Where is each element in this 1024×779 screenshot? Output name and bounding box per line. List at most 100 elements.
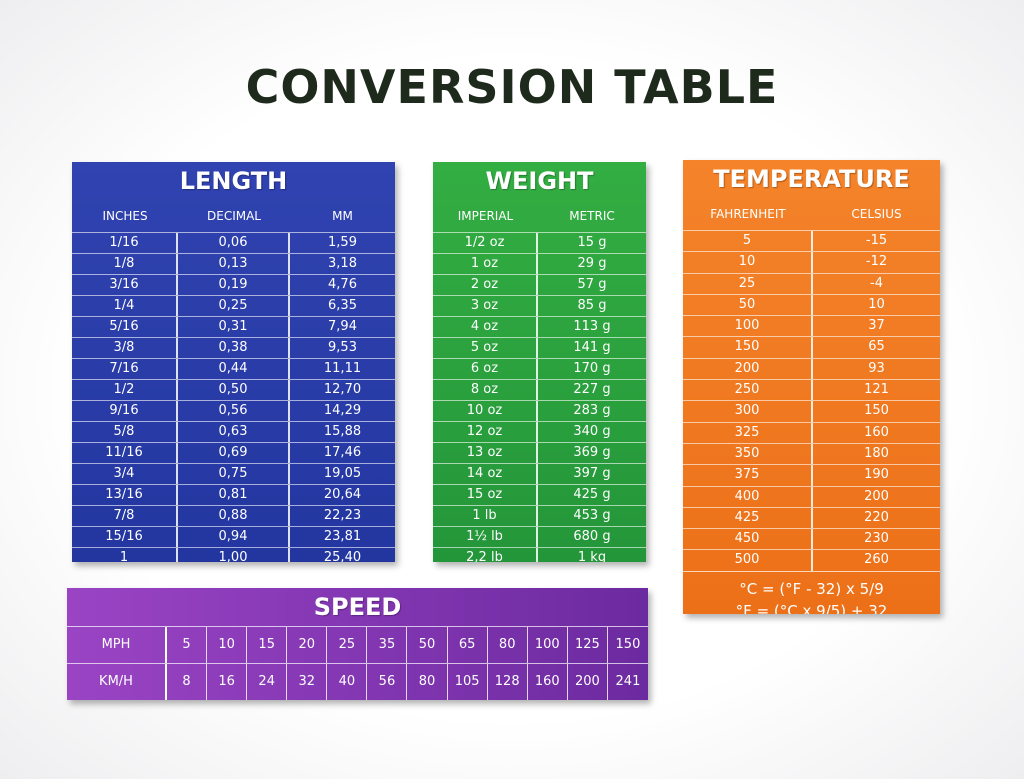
table-cell: 375: [683, 465, 813, 486]
table-row: 250 121: [683, 379, 940, 401]
table-cell: 37: [868, 318, 885, 334]
table-cell: 1 oz: [433, 254, 538, 274]
table-cell: 56: [367, 664, 408, 700]
table-cell: 80: [488, 627, 528, 663]
table-cell: 190: [864, 467, 889, 483]
length-panel: LENGTH INCHES DECIMAL MM 1/16 0,06 1,59 1/8 0,13…: [72, 162, 395, 562]
table-cell: 200: [683, 358, 813, 380]
table-cell: 450: [683, 529, 813, 550]
table-cell: 20: [287, 627, 328, 663]
table-cell: 121: [864, 382, 889, 398]
table-cell: 0,25: [178, 296, 290, 316]
table-cell: 325: [683, 422, 813, 443]
table-cell: 11,11: [323, 361, 362, 376]
table-cell: 2 oz: [433, 275, 538, 295]
panel-title: WEIGHT: [485, 167, 594, 195]
table-cell: 50: [683, 294, 813, 316]
table-cell: 19,05: [323, 466, 362, 481]
table-cell: 32: [287, 664, 328, 700]
table-cell: 2,2 lb: [433, 548, 538, 562]
table-cell: 7/8: [72, 506, 178, 526]
column-header: DECIMAL: [207, 209, 261, 223]
table-row: 450 230: [683, 528, 940, 550]
table-cell: 1/16: [72, 233, 178, 253]
table-cell: 6,35: [328, 298, 357, 313]
table-cell: 250: [683, 380, 813, 401]
table-cell: 150: [683, 337, 813, 358]
table-cell: 3/4: [72, 464, 178, 484]
table-cell: 1 lb: [433, 506, 538, 526]
table-cell: 0,13: [178, 254, 290, 274]
table-cell: 80: [407, 664, 448, 700]
table-row: 7/16 0,44 11,11: [72, 358, 395, 379]
table-cell: -4: [870, 275, 883, 291]
table-cell: 22,23: [323, 508, 362, 523]
table-cell: 1 kg: [577, 550, 607, 562]
table-cell: 3 oz: [433, 296, 538, 316]
speed-panel: SPEED MPH 5 10 15 20 25 35 50 65 80 100 125 150 KM/H 8 1…: [67, 588, 648, 700]
table-row: 50 10: [683, 293, 940, 316]
formula: °C = (°F - 32) x 5/9: [739, 579, 884, 598]
table-cell: 100: [683, 316, 813, 337]
table-row: 14 oz 397 g: [433, 463, 646, 484]
table-cell: 241: [615, 674, 641, 689]
table-cell: 0,88: [178, 506, 290, 526]
table-cell: 20,64: [323, 487, 362, 502]
table-row: 25 -4: [683, 272, 940, 294]
table-cell: 0,44: [178, 359, 290, 379]
table-cell: 4,76: [328, 277, 357, 292]
table-row: 100 37: [683, 315, 940, 337]
table-cell: 0,50: [178, 380, 290, 400]
table-cell: 340 g: [573, 424, 611, 439]
column-header: MM: [332, 209, 353, 223]
table-cell: 11/16: [72, 443, 178, 463]
table-cell: 113 g: [573, 319, 611, 334]
table-cell: 6 oz: [433, 359, 538, 379]
table-cell: 125: [568, 627, 608, 663]
table-cell: 0,81: [178, 485, 290, 505]
table-row: 12 oz 340 g: [433, 421, 646, 442]
table-cell: 0,63: [178, 422, 290, 442]
table-row: 11/16 0,69 17,46: [72, 442, 395, 463]
table-row: 425 220: [683, 506, 940, 529]
column-header: FAHRENHEIT: [710, 207, 786, 221]
table-cell: 13/16: [72, 485, 178, 505]
table-cell: 12 oz: [433, 422, 538, 442]
table-cell: 15 oz: [433, 485, 538, 505]
table-row: 6 oz 170 g: [433, 358, 646, 379]
table-row: 1 oz 29 g: [433, 253, 646, 274]
table-cell: 397 g: [573, 466, 611, 481]
table-cell: -15: [865, 233, 888, 248]
table-row: 15 oz 425 g: [433, 484, 646, 505]
table-row: 1/4 0,25 6,35: [72, 295, 395, 316]
header-row: INCHES DECIMAL MM: [72, 200, 395, 232]
table-row: 300 150: [683, 400, 940, 422]
table-cell: 230: [864, 531, 889, 547]
table-row: 325 160: [683, 421, 940, 443]
column-header: CELSIUS: [851, 207, 902, 221]
table-cell: 29 g: [577, 256, 607, 271]
table-cell: 3/8: [72, 338, 178, 358]
table-cell: 50: [407, 627, 448, 663]
table-cell: 300: [683, 401, 813, 422]
table-row: 7/8 0,88 22,23: [72, 505, 395, 526]
table-cell: 453 g: [573, 508, 611, 523]
table-cell: 13 oz: [433, 443, 538, 463]
table-cell: 9,53: [328, 340, 357, 355]
table-cell: 0,69: [178, 443, 290, 463]
table-cell: 85 g: [577, 298, 607, 313]
table-cell: 5 oz: [433, 338, 538, 358]
table-cell: 220: [864, 509, 889, 525]
table-row: 1/8 0,13 3,18: [72, 253, 395, 274]
table-cell: 128: [488, 664, 528, 700]
table-cell: 0,19: [178, 275, 290, 295]
table-cell: 1/8: [72, 254, 178, 274]
table-row: 1½ lb 680 g: [433, 526, 646, 547]
table-cell: 65: [868, 339, 885, 355]
table-row: 500 260: [683, 549, 940, 571]
table-cell: 105: [448, 664, 488, 700]
table-cell: 5/8: [72, 422, 178, 442]
table-cell: 12,70: [323, 382, 362, 397]
table-row: 400 200: [683, 485, 940, 507]
